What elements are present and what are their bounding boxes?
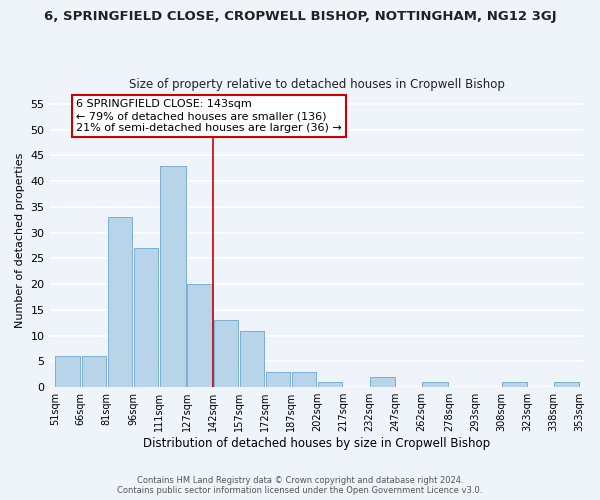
Bar [134,248,158,387]
Bar [82,356,106,387]
Y-axis label: Number of detached properties: Number of detached properties [15,152,25,328]
Bar [502,382,527,387]
Bar [55,356,80,387]
Text: Contains HM Land Registry data © Crown copyright and database right 2024.
Contai: Contains HM Land Registry data © Crown c… [118,476,482,495]
Bar [239,330,264,387]
Title: Size of property relative to detached houses in Cropwell Bishop: Size of property relative to detached ho… [129,78,505,91]
Text: 6 SPRINGFIELD CLOSE: 143sqm
← 79% of detached houses are smaller (136)
21% of se: 6 SPRINGFIELD CLOSE: 143sqm ← 79% of det… [76,100,342,132]
Bar [422,382,448,387]
Bar [318,382,343,387]
Text: 6, SPRINGFIELD CLOSE, CROPWELL BISHOP, NOTTINGHAM, NG12 3GJ: 6, SPRINGFIELD CLOSE, CROPWELL BISHOP, N… [44,10,556,23]
Bar [266,372,290,387]
Bar [370,377,395,387]
Bar [187,284,212,387]
Bar [554,382,578,387]
Bar [292,372,316,387]
X-axis label: Distribution of detached houses by size in Cropwell Bishop: Distribution of detached houses by size … [143,437,491,450]
Bar [214,320,238,387]
Bar [160,166,186,387]
Bar [107,217,132,387]
